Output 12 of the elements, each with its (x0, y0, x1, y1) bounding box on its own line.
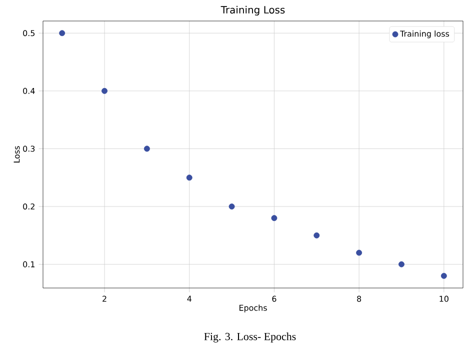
caption: Fig. 3. Loss- Epochs (204, 332, 296, 342)
point (398, 261, 404, 268)
point (440, 272, 447, 279)
point (228, 204, 235, 210)
point (59, 30, 66, 36)
point (356, 250, 362, 256)
point (102, 88, 108, 94)
point (271, 215, 278, 222)
point (314, 232, 320, 238)
chart-title: Training Loss (220, 6, 285, 16)
point (186, 174, 192, 181)
point (144, 146, 150, 152)
